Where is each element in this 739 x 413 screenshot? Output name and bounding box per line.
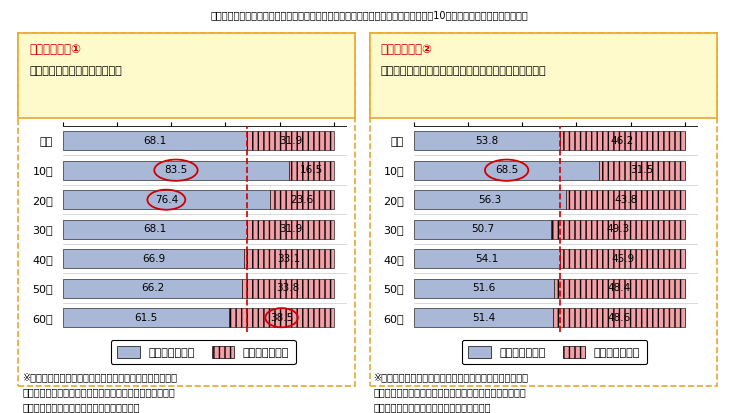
Bar bbox=[559, 131, 685, 150]
Bar bbox=[270, 190, 334, 209]
Text: 人と一緒にいるのが好きである: 人と一緒にいるのが好きである bbox=[30, 66, 123, 76]
Text: 「そうは思わない」までの回答が含まれる: 「そうは思わない」までの回答が含まれる bbox=[373, 402, 491, 412]
Text: 50.7: 50.7 bbox=[471, 224, 494, 234]
Text: 83.5: 83.5 bbox=[164, 165, 188, 175]
Bar bbox=[242, 279, 334, 298]
Text: 23.6: 23.6 bbox=[290, 195, 313, 205]
Bar bbox=[414, 220, 551, 239]
Text: 45.9: 45.9 bbox=[611, 254, 634, 264]
Bar bbox=[63, 131, 248, 150]
Text: 16.5: 16.5 bbox=[300, 165, 323, 175]
Bar bbox=[414, 190, 566, 209]
Bar bbox=[414, 249, 560, 268]
Bar bbox=[599, 161, 685, 180]
Text: つながり志向①: つながり志向① bbox=[30, 43, 81, 56]
Text: 31.9: 31.9 bbox=[279, 224, 302, 234]
Text: の回答が，ネガティブ意識は「あまりそう思わない」～: の回答が，ネガティブ意識は「あまりそう思わない」～ bbox=[373, 387, 526, 397]
Bar bbox=[566, 190, 685, 209]
Bar bbox=[414, 131, 559, 150]
Text: 31.9: 31.9 bbox=[279, 136, 302, 146]
Text: 68.1: 68.1 bbox=[143, 224, 167, 234]
Bar bbox=[63, 279, 242, 298]
Text: 56.3: 56.3 bbox=[478, 195, 502, 205]
Legend: ポジティブ意識, ネガティブ意識: ポジティブ意識, ネガティブ意識 bbox=[111, 340, 296, 364]
Text: 43.8: 43.8 bbox=[614, 195, 637, 205]
Bar bbox=[63, 190, 270, 209]
Text: 49.3: 49.3 bbox=[607, 224, 630, 234]
Text: 68.1: 68.1 bbox=[143, 136, 167, 146]
Text: 61.5: 61.5 bbox=[134, 313, 157, 323]
Text: 76.4: 76.4 bbox=[154, 195, 178, 205]
Text: 66.2: 66.2 bbox=[141, 283, 164, 293]
Bar bbox=[414, 161, 599, 180]
Bar bbox=[63, 308, 230, 327]
Text: の回答が，ネガティブ意識は「あまりそう思わない」～: の回答が，ネガティブ意識は「あまりそう思わない」～ bbox=[22, 387, 175, 397]
Text: 46.2: 46.2 bbox=[610, 136, 634, 146]
Text: 68.5: 68.5 bbox=[495, 165, 518, 175]
Text: 「そうは思わない」までの回答が含まれる: 「そうは思わない」までの回答が含まれる bbox=[22, 402, 140, 412]
Text: いつも友人や知人とつながっているという感覚が好きだ: いつも友人や知人とつながっているという感覚が好きだ bbox=[381, 66, 546, 76]
Bar bbox=[63, 249, 244, 268]
Text: 53.8: 53.8 bbox=[475, 136, 498, 146]
Bar bbox=[551, 220, 685, 239]
Text: ※ポジティブ意識は「そう思う」～「まあそう思う」まで: ※ポジティブ意識は「そう思う」～「まあそう思う」まで bbox=[22, 372, 177, 382]
Legend: ポジティブ意識, ネガティブ意識: ポジティブ意識, ネガティブ意識 bbox=[462, 340, 647, 364]
Bar bbox=[414, 308, 553, 327]
Text: 48.6: 48.6 bbox=[607, 313, 630, 323]
Bar bbox=[230, 308, 334, 327]
Text: 51.4: 51.4 bbox=[472, 313, 495, 323]
Bar bbox=[554, 279, 685, 298]
Text: 48.4: 48.4 bbox=[607, 283, 631, 293]
Bar bbox=[553, 308, 685, 327]
Text: 33.1: 33.1 bbox=[277, 254, 301, 264]
Text: 33.8: 33.8 bbox=[276, 283, 299, 293]
Text: 「いつも友人や知人とつながっているという感覚が好きだ」といったつながり志向が10代で特に強い傾向となっている: 「いつも友人や知人とつながっているという感覚が好きだ」といったつながり志向が10… bbox=[211, 10, 528, 20]
Bar bbox=[289, 161, 334, 180]
Bar bbox=[63, 161, 289, 180]
Bar bbox=[248, 220, 334, 239]
Bar bbox=[414, 279, 554, 298]
Bar bbox=[63, 220, 248, 239]
Text: つながり志向②: つながり志向② bbox=[381, 43, 432, 56]
Bar bbox=[560, 249, 685, 268]
Text: 51.6: 51.6 bbox=[472, 283, 495, 293]
Text: 54.1: 54.1 bbox=[475, 254, 499, 264]
Bar bbox=[248, 131, 334, 150]
Text: ※ポジティブ意識は「そう思う」～「まあそう思う」まで: ※ポジティブ意識は「そう思う」～「まあそう思う」まで bbox=[373, 372, 528, 382]
Text: 31.5: 31.5 bbox=[630, 165, 654, 175]
Text: 66.9: 66.9 bbox=[142, 254, 165, 264]
Bar bbox=[244, 249, 334, 268]
Text: 38.5: 38.5 bbox=[270, 313, 293, 323]
